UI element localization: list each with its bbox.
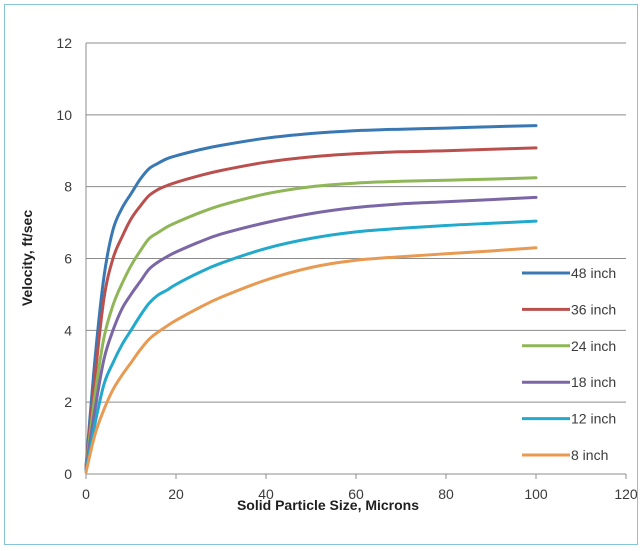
- series-line-36-inch: [84, 146, 538, 469]
- series-line-48-inch: [84, 124, 538, 469]
- x-tick-label: 0: [82, 486, 90, 502]
- y-tick-label: 12: [56, 35, 72, 51]
- legend-label: 36 inch: [571, 301, 616, 317]
- x-tick-label: 100: [524, 486, 548, 502]
- y-tick-label: 8: [64, 179, 72, 195]
- x-axis-title: Solid Particle Size, Microns: [237, 497, 419, 513]
- series-lines: [84, 124, 538, 474]
- series-line-12-inch: [84, 219, 538, 472]
- x-tick-label: 120: [614, 486, 638, 502]
- series-line-18-inch: [84, 195, 538, 471]
- legend-label: 18 inch: [571, 374, 616, 390]
- x-tick-label: 60: [348, 486, 364, 502]
- x-tick-labels: 0 20 40 60 80 100 120: [82, 486, 638, 502]
- legend: 48 inch 36 inch 24 inch 18 inch 12 inch 8 inc…: [522, 265, 616, 463]
- x-tick-label: 40: [258, 486, 274, 502]
- x-tick-label: 80: [438, 486, 454, 502]
- legend-label: 12 inch: [571, 411, 616, 427]
- y-tick-label: 10: [56, 107, 72, 123]
- grid-lines: [85, 42, 627, 479]
- y-tick-label: 4: [64, 322, 72, 338]
- y-tick-label: 6: [64, 251, 72, 267]
- legend-label: 8 inch: [571, 447, 608, 463]
- y-tick-label: 0: [64, 466, 72, 482]
- y-axis-title: Velocity, ft/sec: [19, 210, 35, 306]
- legend-label: 24 inch: [571, 338, 616, 354]
- series-line-8-inch: [84, 246, 538, 474]
- series-line-24-inch: [84, 176, 538, 471]
- y-tick-label: 2: [64, 394, 72, 410]
- y-tick-labels: 0 2 4 6 8 10 12: [56, 35, 72, 482]
- legend-label: 48 inch: [571, 265, 616, 281]
- x-tick-label: 20: [168, 486, 184, 502]
